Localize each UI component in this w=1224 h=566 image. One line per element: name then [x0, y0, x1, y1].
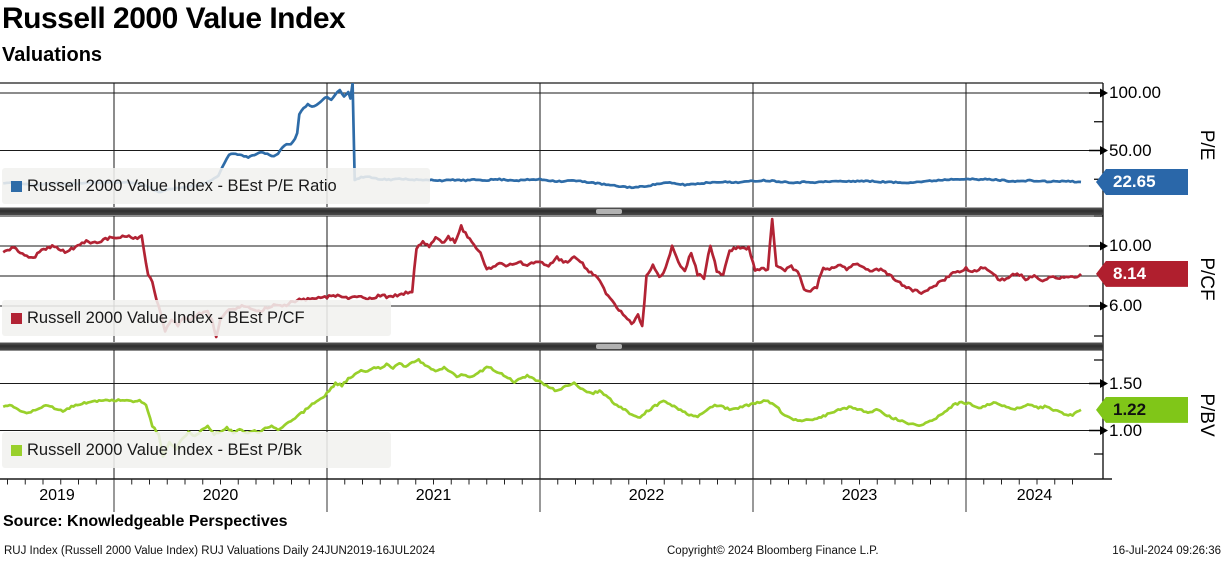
pbv-last-value-badge: 1.22 — [1096, 396, 1188, 423]
pbk-series-swatch-icon — [11, 444, 22, 456]
legend-pbk[interactable]: Russell 2000 Value Index - BEst P/Bk — [2, 432, 391, 468]
legend-pbk-label: Russell 2000 Value Index - BEst P/Bk — [27, 440, 302, 459]
pbv-tick-1-00: 1.00 — [1109, 420, 1143, 440]
legend-pcf-label: Russell 2000 Value Index - BEst P/CF — [27, 308, 305, 327]
pcf-last-value-badge: 8.14 — [1096, 260, 1188, 287]
pbv-tick-1-50: 1.50 — [1109, 373, 1143, 393]
pe-tick-100: 100.00 — [1109, 83, 1161, 102]
legend-pe-label: Russell 2000 Value Index - BEst P/E Rati… — [27, 176, 337, 195]
pbv-axis-label: P/BV — [1196, 392, 1217, 437]
footer-security-info: RUJ Index (Russell 2000 Value Index) RUJ… — [4, 545, 436, 557]
legend-pe[interactable]: Russell 2000 Value Index - BEst P/E Rati… — [2, 168, 430, 204]
legend-pcf[interactable]: Russell 2000 Value Index - BEst P/CF — [2, 300, 391, 336]
page-subtitle: Valuations — [2, 44, 103, 66]
pe-axis-label: P/E — [1196, 129, 1217, 161]
x-label-2024: 2024 — [1016, 487, 1053, 504]
x-label-2022: 2022 — [628, 487, 665, 504]
x-label-2020: 2020 — [202, 487, 239, 504]
x-label-2019: 2019 — [39, 487, 75, 504]
pcf-series-swatch-icon — [11, 312, 22, 324]
page-title: Russell 2000 Value Index — [2, 2, 346, 35]
footer-copyright: Copyright© 2024 Bloomberg Finance L.P. — [667, 545, 879, 557]
x-label-2021: 2021 — [415, 487, 452, 504]
valuation-chart-canvas — [0, 82, 1112, 512]
pcf-axis-label: P/CF — [1196, 257, 1217, 301]
pe-last-value-badge: 22.65 — [1096, 168, 1188, 195]
pcf-tick-6: 6.00 — [1109, 296, 1143, 315]
panel-divider-handle[interactable] — [596, 209, 622, 214]
pcf-tick-10: 10.00 — [1109, 236, 1152, 255]
source-line: Source: Knowledgeable Perspectives — [3, 513, 288, 530]
pe-tick-50: 50.00 — [1109, 140, 1152, 160]
footer-timestamp: 16-Jul-2024 09:26:36 — [1112, 545, 1221, 557]
x-label-2023: 2023 — [841, 487, 878, 504]
panel-divider-handle[interactable] — [596, 344, 622, 349]
pe-series-swatch-icon — [11, 180, 22, 192]
